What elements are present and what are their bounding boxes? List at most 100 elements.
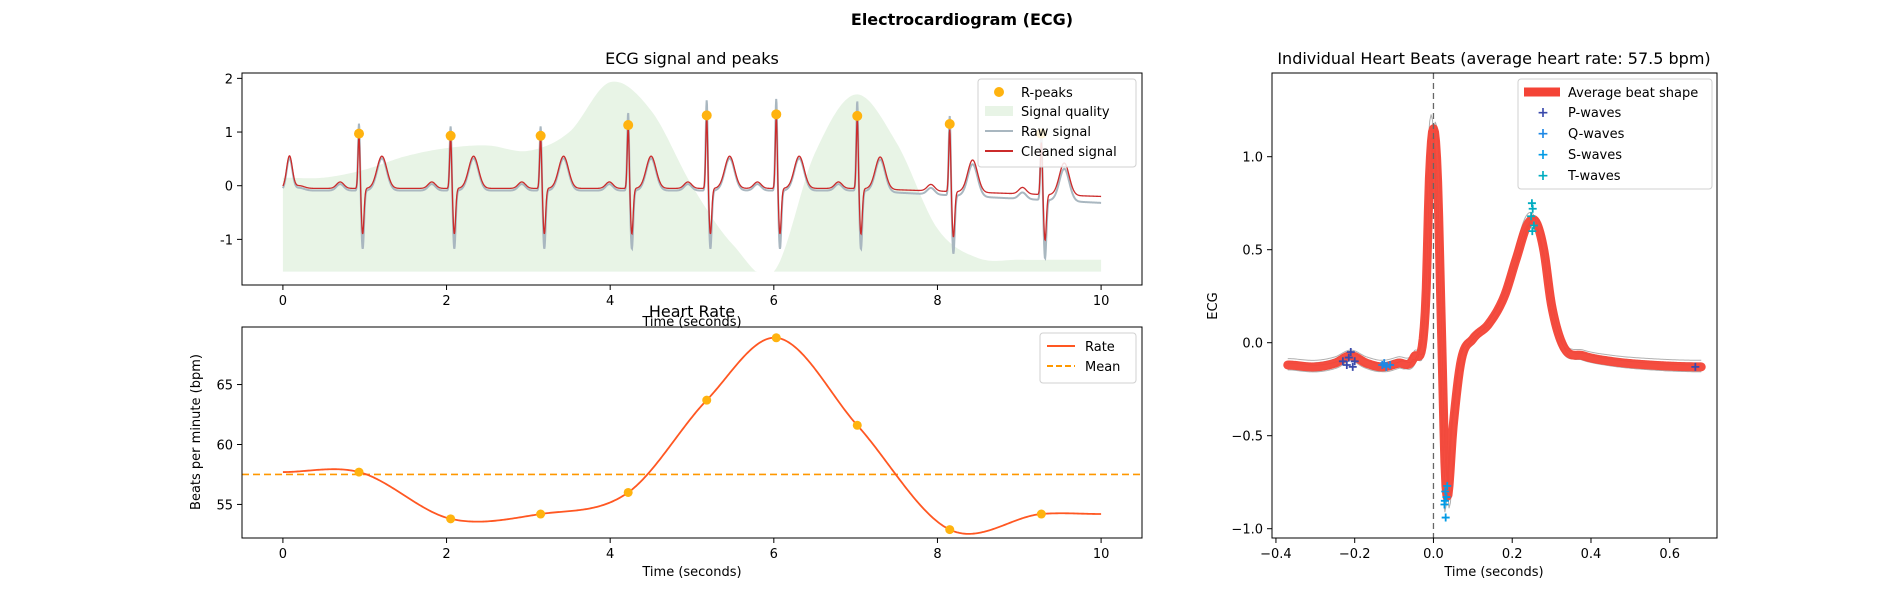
raw-signal-line	[282, 98, 1102, 261]
legend-label-average-beat: Average beat shape	[1568, 86, 1698, 101]
t-wave-marker	[1528, 204, 1537, 213]
signal-quality-area	[282, 81, 1102, 272]
rate-point	[945, 525, 955, 535]
heart-beats-ytick-label: −1.0	[1231, 523, 1263, 538]
rate-point	[702, 395, 712, 405]
legend-label-signal-quality: Signal quality	[1021, 105, 1110, 120]
ecg-ytick-label: 1	[225, 126, 233, 141]
heart-beats-lines-layer	[1283, 73, 1706, 538]
heart-beats-ticks: −0.4 −0.2 0.0 0.2 0.4 0.6 −1.0 −0.5 0.0 0.5 1.0	[1231, 151, 1680, 562]
heart-beats-legend: Average beat shape + P-waves + Q-waves +…	[1517, 78, 1713, 190]
heart-rate-legend: Rate Mean	[1039, 332, 1137, 384]
q-wave-marker	[1386, 361, 1395, 370]
legend-label-p-waves: P-waves	[1568, 106, 1622, 121]
t-wave-marker	[1527, 212, 1536, 221]
heart-beats-xtick-label: 0.6	[1659, 547, 1680, 562]
ecg-xtick-label: 10	[1093, 294, 1110, 309]
rate-point	[1036, 509, 1046, 519]
heart-rate-ticks: 0 2 4 6 8 10 55 60 65	[216, 379, 1109, 562]
heart-rate-ytick-label: 55	[216, 498, 233, 513]
heart-rate-marker-layer	[354, 333, 1046, 535]
heart-beats-axes-frame	[1271, 72, 1718, 539]
heart-rate-xtick-label: 0	[279, 547, 287, 562]
heart-rate-title: Heart Rate	[649, 302, 735, 321]
p-wave-marker	[1346, 348, 1355, 356]
legend-marker-s-waves: +	[1537, 147, 1549, 163]
legend-label-r-peaks: R-peaks	[1021, 86, 1073, 101]
heart-rate-xtick-label: 2	[442, 547, 450, 562]
heart-beats-ylabel: ECG	[1206, 292, 1221, 319]
legend-marker-signal-quality	[985, 106, 1013, 116]
legend-marker-r-peaks	[994, 87, 1004, 97]
signal-quality-layer	[282, 81, 1102, 272]
r-peak-point	[701, 110, 712, 121]
p-wave-marker	[1338, 357, 1347, 366]
r-peak-point	[852, 110, 863, 121]
heart-beats-xtick-label: 0.4	[1581, 547, 1602, 562]
legend-label-cleaned-signal: Cleaned signal	[1021, 145, 1117, 160]
r-peak-point	[535, 130, 546, 141]
ecg-xlabel: Time (seconds)	[641, 315, 741, 330]
heart-beats-ytick-label: 1.0	[1242, 151, 1263, 166]
heart-rate-xtick-label: 6	[770, 547, 778, 562]
rate-point	[446, 514, 456, 524]
p-wave-marker	[1691, 362, 1700, 371]
legend-label-t-waves: T-waves	[1567, 169, 1621, 184]
t-wave-marker	[1529, 221, 1538, 230]
rate-point	[623, 487, 633, 497]
legend-marker-t-waves: +	[1537, 168, 1549, 184]
ecg-xtick-label: 8	[933, 294, 941, 309]
s-wave-marker	[1442, 493, 1451, 502]
legend-label-mean: Mean	[1085, 360, 1120, 375]
t-wave-marker	[1528, 227, 1537, 236]
ecg-ytick-label: 0	[225, 180, 233, 195]
ecg-legend: R-peaks Signal quality Raw signal Cleane…	[977, 78, 1137, 168]
heart-beats-panel: Individual Heart Beats (average heart ra…	[1206, 49, 1718, 580]
legend-label-rate: Rate	[1085, 340, 1115, 355]
p-wave-marker	[1350, 357, 1359, 366]
p-wave-marker	[1348, 362, 1357, 371]
ecg-legend-box	[977, 78, 1137, 168]
legend-marker-q-waves: +	[1537, 126, 1549, 142]
rate-point	[852, 420, 862, 430]
cleaned-signal-line	[282, 116, 1102, 242]
rate-line	[282, 336, 1102, 535]
ecg-ytick-label: -1	[220, 233, 233, 248]
r-peak-layer	[354, 109, 1047, 141]
heart-rate-xtick-label: 10	[1093, 547, 1110, 562]
ecg-title: ECG signal and peaks	[605, 49, 779, 68]
heart-beats-ytick-label: 0.5	[1242, 244, 1263, 259]
legend-label-s-waves: S-waves	[1568, 148, 1622, 163]
s-wave-marker	[1441, 487, 1450, 496]
heart-rate-ylabel: Beats per minute (bpm)	[189, 354, 204, 510]
figure-suptitle: Electrocardiogram (ECG)	[851, 10, 1073, 29]
ecg-lines-layer	[282, 98, 1102, 261]
legend-label-q-waves: Q-waves	[1568, 127, 1625, 142]
heart-beats-xtick-label: 0.2	[1502, 547, 1523, 562]
heart-rate-xtick-label: 4	[606, 547, 614, 562]
ecg-axes-frame	[241, 72, 1143, 286]
heart-beats-title: Individual Heart Beats (average heart ra…	[1277, 49, 1710, 68]
heart-rate-lines-layer	[242, 336, 1142, 535]
s-wave-marker	[1441, 513, 1450, 522]
heart-beats-ytick-label: −0.5	[1231, 430, 1263, 445]
ecg-panel: ECG signal and peaks 0 2 4 6 8 10 -1 0 1 2 Time (…	[220, 49, 1143, 330]
heart-beats-xlabel: Time (seconds)	[1443, 565, 1543, 580]
ecg-xtick-label: 2	[442, 294, 450, 309]
heart-rate-axes-frame	[241, 326, 1143, 539]
heart-rate-ytick-label: 65	[216, 379, 233, 394]
rate-point	[354, 467, 364, 477]
s-wave-marker	[1443, 481, 1452, 490]
heart-rate-xtick-label: 8	[933, 547, 941, 562]
r-peak-point	[354, 128, 364, 139]
r-peak-point	[944, 118, 955, 129]
legend-marker-p-waves: +	[1537, 105, 1549, 121]
q-wave-marker	[1380, 359, 1389, 368]
r-peak-point	[623, 120, 634, 131]
ecg-ytick-label: 2	[225, 72, 233, 87]
ecg-ticks: 0 2 4 6 8 10 -1 0 1 2	[220, 72, 1109, 309]
rate-point	[536, 509, 546, 519]
heart-rate-xlabel: Time (seconds)	[641, 565, 741, 580]
r-peak-point	[771, 109, 782, 120]
